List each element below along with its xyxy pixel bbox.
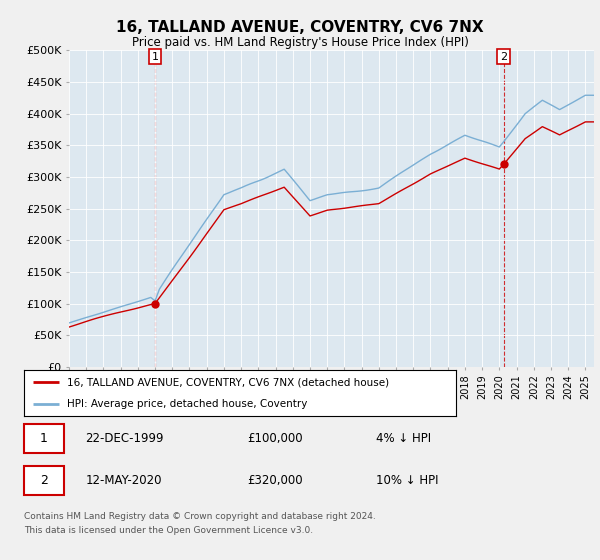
Text: 2: 2 [40,474,48,487]
Text: 16, TALLAND AVENUE, COVENTRY, CV6 7NX (detached house): 16, TALLAND AVENUE, COVENTRY, CV6 7NX (d… [67,377,389,388]
Text: Price paid vs. HM Land Registry's House Price Index (HPI): Price paid vs. HM Land Registry's House … [131,36,469,49]
Text: 2: 2 [500,52,507,62]
Text: £100,000: £100,000 [247,432,303,445]
Text: £320,000: £320,000 [247,474,303,487]
FancyBboxPatch shape [24,423,64,452]
Text: This data is licensed under the Open Government Licence v3.0.: This data is licensed under the Open Gov… [24,526,313,535]
Text: 10% ↓ HPI: 10% ↓ HPI [376,474,438,487]
Text: 22-DEC-1999: 22-DEC-1999 [85,432,164,445]
Text: 1: 1 [40,432,48,445]
FancyBboxPatch shape [24,466,64,495]
Text: 16, TALLAND AVENUE, COVENTRY, CV6 7NX: 16, TALLAND AVENUE, COVENTRY, CV6 7NX [116,20,484,35]
Text: 4% ↓ HPI: 4% ↓ HPI [376,432,431,445]
Text: 1: 1 [152,52,158,62]
Text: Contains HM Land Registry data © Crown copyright and database right 2024.: Contains HM Land Registry data © Crown c… [24,512,376,521]
Text: HPI: Average price, detached house, Coventry: HPI: Average price, detached house, Cove… [67,399,308,409]
Text: 12-MAY-2020: 12-MAY-2020 [85,474,162,487]
